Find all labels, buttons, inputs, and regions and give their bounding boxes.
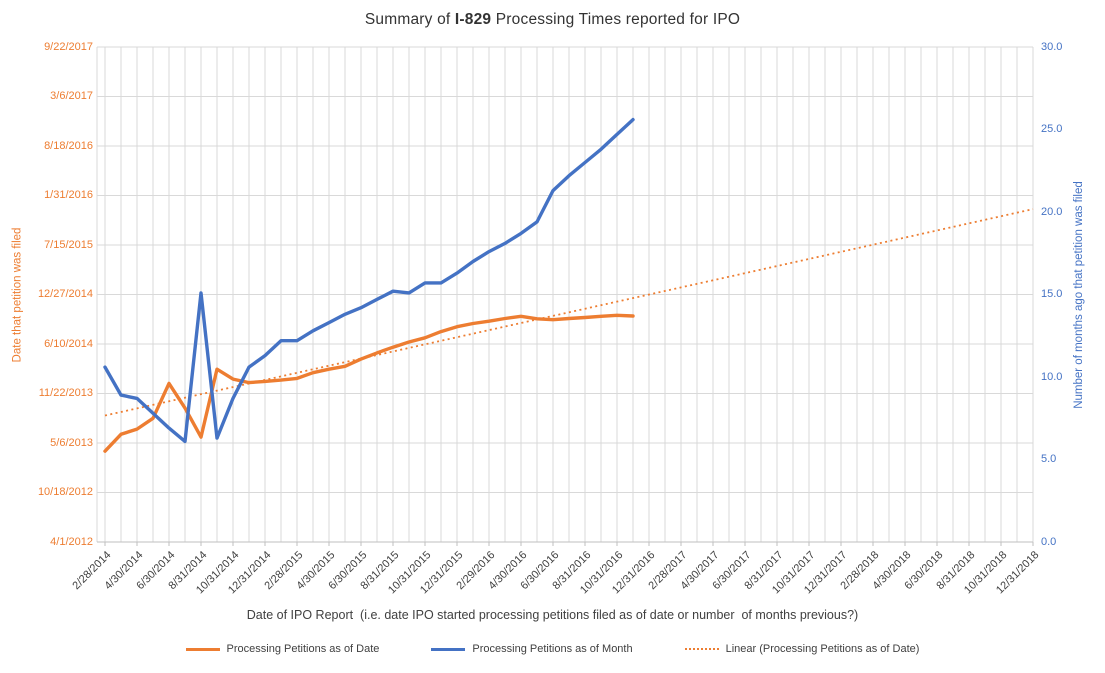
left-axis-tick-label: 1/31/2016 (44, 189, 93, 201)
left-axis-tick-label: 12/27/2014 (37, 288, 93, 300)
right-axis-tick-label: 10.0 (1041, 370, 1063, 383)
right-axis-title[interactable]: Number of months ago that petition was f… (1073, 180, 1086, 409)
dotted-line-swatch-icon (684, 648, 719, 650)
orange-line-swatch-icon (185, 647, 220, 651)
chart-title-emphasis: I-829 (454, 11, 492, 28)
chart-title-prefix: Summary of (364, 11, 455, 28)
legend-item-processing-as-of-date[interactable]: Processing Petitions as of Date (185, 643, 379, 655)
left-axis-tick-label: 7/15/2015 (44, 238, 93, 251)
right-axis-tick-label: 20.0 (1041, 205, 1063, 218)
blue-line-swatch-icon (431, 647, 466, 651)
left-axis-tick-label: 5/6/2013 (50, 436, 93, 449)
left-axis-tick-label: 10/18/2012 (37, 486, 93, 498)
series-processing-as-of-month[interactable] (103, 117, 635, 444)
chart-title-suffix: Processing Times reported for IPO (491, 11, 741, 28)
right-axis-tick-label: 30.0 (1041, 40, 1063, 53)
legend: Processing Petitions as of Date Processi… (0, 643, 1105, 655)
left-axis-tick-label: 6/10/2014 (44, 337, 93, 350)
left-axis-tick-label: 9/22/2017 (44, 40, 93, 53)
left-axis-title[interactable]: Date that petition was filed (11, 227, 24, 362)
right-axis-tick-label: 25.0 (1041, 123, 1063, 135)
x-axis-title[interactable]: Date of IPO Report (i.e. date IPO starte… (246, 608, 859, 622)
right-axis-tick-label: 5.0 (1041, 453, 1057, 465)
right-axis-tick-label: 0.0 (1041, 535, 1057, 548)
left-axis-tick-label: 8/18/2016 (44, 139, 93, 152)
legend-item-processing-as-of-month[interactable]: Processing Petitions as of Month (431, 643, 633, 655)
series-processing-as-of-date[interactable] (103, 313, 635, 453)
chart-title[interactable]: Summary of I-829 Processing Times report… (0, 11, 1105, 29)
right-axis-tick-label: 15.0 (1041, 288, 1063, 300)
left-axis-tick-label: 4/1/2012 (50, 535, 93, 548)
left-axis-tick-label: 11/22/2013 (38, 387, 93, 399)
left-axis-tick-label: 3/6/2017 (50, 90, 93, 102)
legend-item-linear-trend[interactable]: Linear (Processing Petitions as of Date) (684, 643, 919, 655)
